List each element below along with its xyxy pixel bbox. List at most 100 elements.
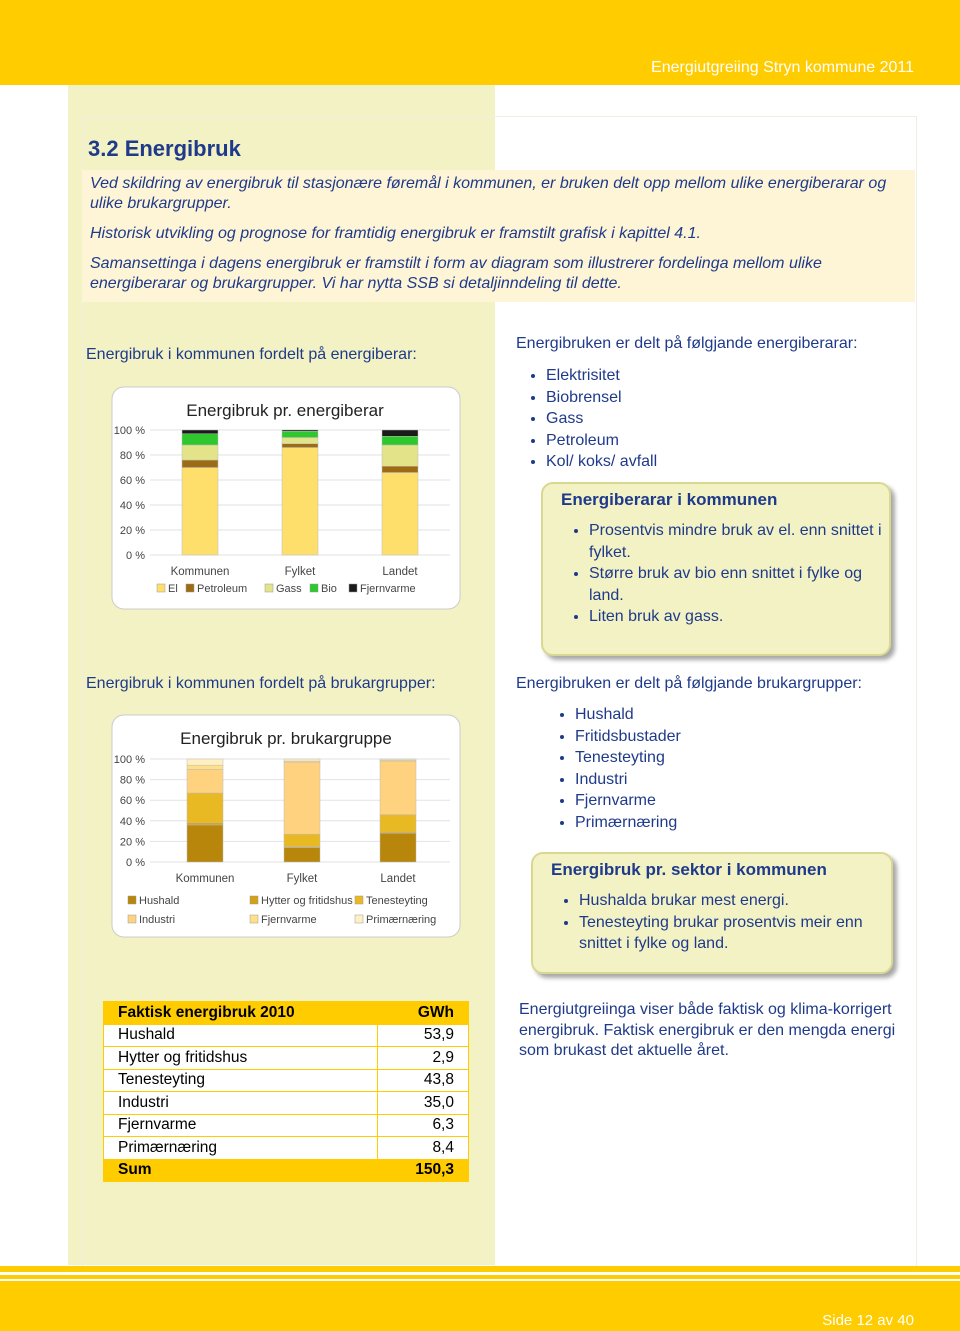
paragraph: Samansettinga i dagens energibruk er fra… — [90, 255, 822, 292]
y-tick-label: 40 % — [120, 816, 145, 828]
x-tick-label: Landet — [382, 566, 418, 578]
legend-swatch — [354, 914, 364, 924]
legend-label: Primærnæring — [366, 914, 436, 926]
bar-segment — [381, 436, 419, 446]
legend-swatch — [249, 914, 259, 924]
chart-title: Energibruk pr. energiberar — [186, 401, 384, 420]
legend-swatch — [309, 583, 319, 593]
table-row: Sum 150,3 — [102, 1158, 469, 1182]
paragraph: Historisk utvikling og prognose for fram… — [90, 225, 701, 242]
legend-swatch — [354, 895, 364, 905]
table-cell: Primærnæring — [102, 1136, 379, 1160]
table: Faktisk energibruk 2010 GWh Hushald 53,9 Hyt… — [102, 1001, 469, 1182]
y-tick-label: 80 % — [120, 775, 145, 787]
list-item: Fritidsbustader — [575, 726, 681, 748]
list-item: Tenesteyting brukar prosentvis meir enn … — [579, 912, 891, 955]
legend-swatch — [348, 583, 358, 593]
list-item: Prosentvis mindre bruk av el. enn snitte… — [589, 520, 889, 563]
bar-segment — [186, 758, 224, 766]
list-item: Gass — [546, 408, 657, 430]
paragraph: Ved skildring av energibruk til stasjonæ… — [90, 175, 887, 212]
list-heading: Energibruken er delt på følgjande brukar… — [516, 675, 862, 692]
bar-segment — [283, 833, 321, 847]
note: Energiutgreiinga viser både faktisk og k… — [519, 1001, 896, 1059]
y-tick-label: 0 % — [126, 550, 145, 562]
x-tick-label: Fylket — [287, 873, 318, 885]
table-row: Fjernvarme 6,3 — [102, 1113, 469, 1137]
chart-heading: Energibruk i kommunen fordelt på energib… — [86, 346, 417, 363]
header-title: Energiutgreiing Stryn kommune 2011 — [651, 59, 914, 76]
legend-label: Fjernvarme — [261, 914, 317, 926]
y-tick-label: 60 % — [120, 795, 145, 807]
x-tick-label: Kommunen — [171, 566, 230, 578]
box-title: Energiberarar i kommunen — [561, 490, 778, 509]
list-item: Biobrensel — [546, 387, 657, 409]
legend-label: Petroleum — [197, 583, 247, 595]
chart: Energibruk pr. energiberar 0 % 20 % 40 % 60 … — [111, 386, 461, 610]
legend-label: Tenesteyting — [366, 895, 428, 907]
y-tick-label: 40 % — [120, 500, 145, 512]
chart-title: Energibruk pr. brukargruppe — [180, 729, 392, 748]
bar-segment — [379, 814, 417, 833]
box-title: Energibruk pr. sektor i kommunen — [551, 860, 827, 879]
table-cell: Industri — [102, 1091, 379, 1115]
info-box: Energiberarar i kommunen Prosentvis mindr… — [541, 482, 891, 656]
table-row: Hushald 53,9 — [102, 1023, 469, 1047]
bar-segment — [283, 847, 321, 863]
bar-segment — [181, 433, 219, 446]
list-item: Hushald — [575, 704, 681, 726]
table-cell: GWh — [377, 1001, 469, 1025]
legend-swatch — [264, 583, 274, 593]
table-cell: Faktisk energibruk 2010 — [102, 1001, 379, 1025]
table-cell: 150,3 — [377, 1158, 469, 1182]
table-cell: 53,9 — [377, 1023, 469, 1047]
bullet-list: HushaldFritidsbustaderTenesteytingIndust… — [545, 704, 681, 833]
bar-segment — [186, 792, 224, 824]
list-item: Primærnæring — [575, 812, 681, 834]
table-cell: 43,8 — [377, 1068, 469, 1092]
list-item: Kol/ koks/ avfall — [546, 451, 657, 473]
list-item: Fjernvarme — [575, 790, 681, 812]
bar-segment — [381, 429, 419, 437]
bar-segment — [379, 832, 417, 863]
y-tick-label: 0 % — [126, 857, 145, 869]
bar-segment — [281, 437, 319, 444]
list-item: Petroleum — [546, 430, 657, 452]
table-cell: Hushald — [102, 1023, 379, 1047]
list-item: Hushalda brukar mest energi. — [579, 890, 891, 912]
legend-swatch — [249, 895, 259, 905]
legend-swatch — [127, 895, 137, 905]
bullet-list: ElektrisitetBiobrenselGassPetroleumKol/ … — [516, 365, 657, 473]
bar-segment — [283, 761, 321, 835]
bar-segment — [381, 444, 419, 467]
header-band — [0, 0, 960, 85]
table-cell: Tenesteyting — [102, 1068, 379, 1092]
y-tick-label: 100 % — [114, 754, 145, 766]
y-tick-label: 20 % — [120, 525, 145, 537]
legend-label: Gass — [276, 583, 302, 595]
table-row: Primærnæring 8,4 — [102, 1136, 469, 1160]
bullet-list: Prosentvis mindre bruk av el. enn snitte… — [543, 520, 889, 628]
x-tick-label: Kommunen — [176, 873, 235, 885]
list-item: Elektrisitet — [546, 365, 657, 387]
table-row: Tenesteyting 43,8 — [102, 1068, 469, 1092]
chart-heading: Energibruk i kommunen fordelt på brukarg… — [86, 675, 436, 692]
table-row: Faktisk energibruk 2010 GWh — [102, 1001, 469, 1025]
table-cell: Fjernvarme — [102, 1113, 379, 1137]
bar-segment — [181, 459, 219, 468]
list-item: Tenesteyting — [575, 747, 681, 769]
section-heading: 3.2 Energibruk — [88, 136, 241, 161]
table-cell: 8,4 — [377, 1136, 469, 1160]
bar-segment — [181, 444, 219, 461]
bar-segment — [381, 466, 419, 473]
table-cell: 6,3 — [377, 1113, 469, 1137]
bullet-list: Hushalda brukar mest energi.Tenesteyting… — [533, 890, 891, 955]
table-cell: 2,9 — [377, 1046, 469, 1070]
legend-label: Fjernvarme — [360, 583, 416, 595]
bar-segment — [281, 443, 319, 448]
legend-label: Hytter og fritidshus — [261, 895, 353, 907]
legend-label: Bio — [321, 583, 337, 595]
bar-segment — [283, 758, 321, 762]
y-tick-label: 20 % — [120, 836, 145, 848]
